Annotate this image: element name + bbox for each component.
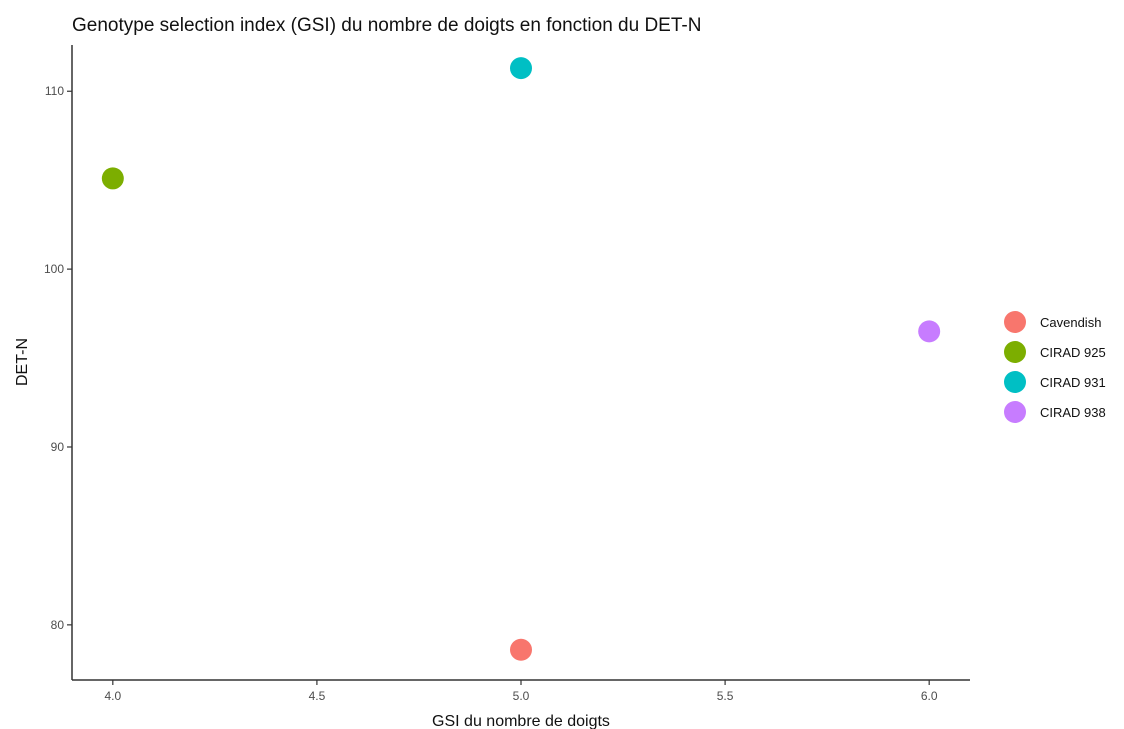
y-tick-label: 110 xyxy=(45,84,64,98)
y-tick-label: 80 xyxy=(51,618,65,632)
legend-label: CIRAD 931 xyxy=(1040,375,1106,390)
y-axis-ticks: 80 90 100 110 xyxy=(44,84,72,632)
x-tick-label: 6.0 xyxy=(921,689,938,703)
y-tick-label: 90 xyxy=(51,440,65,454)
data-points xyxy=(101,57,941,661)
y-tick-label: 100 xyxy=(44,262,64,276)
legend-key xyxy=(1004,341,1026,363)
legend-label: CIRAD 925 xyxy=(1040,345,1106,360)
data-point xyxy=(510,638,532,661)
x-tick-label: 4.5 xyxy=(309,689,326,703)
legend-label: CIRAD 938 xyxy=(1040,405,1106,420)
legend-key xyxy=(1004,311,1026,333)
data-point xyxy=(510,57,532,80)
x-axis-ticks: 4.0 4.5 5.0 5.5 6.0 xyxy=(104,680,938,703)
legend-label: Cavendish xyxy=(1040,315,1101,330)
legend: Cavendish CIRAD 925 CIRAD 931 CIRAD 938 xyxy=(1004,311,1106,423)
x-tick-label: 4.0 xyxy=(104,689,121,703)
chart-title: Genotype selection index (GSI) du nombre… xyxy=(72,15,701,36)
legend-key xyxy=(1004,401,1026,423)
data-point xyxy=(101,167,124,190)
legend-key xyxy=(1004,371,1026,393)
x-tick-label: 5.0 xyxy=(513,689,530,703)
x-tick-label: 5.5 xyxy=(717,689,734,703)
x-axis-label: GSI du nombre de doigts xyxy=(432,713,610,729)
y-axis-label: DET-N xyxy=(14,338,31,386)
data-point xyxy=(918,320,941,343)
